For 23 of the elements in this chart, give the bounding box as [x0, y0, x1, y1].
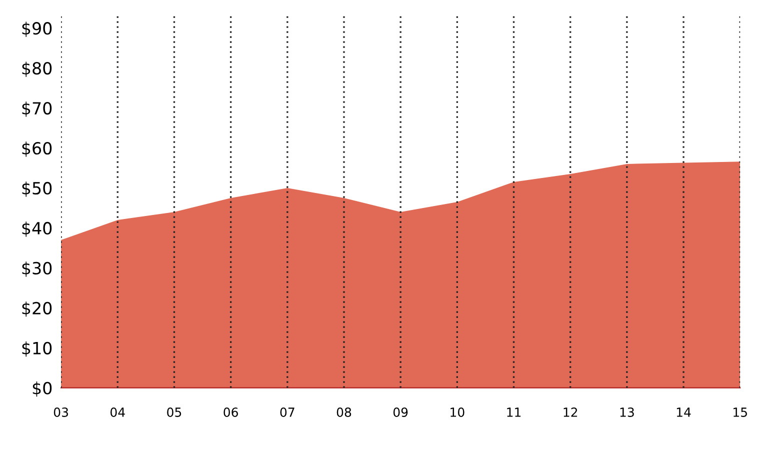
x-tick-label: 10 [450, 408, 464, 417]
x-tick-label: 04 [110, 408, 125, 417]
x-tick-label: 12 [564, 408, 578, 417]
x-tick-label: 09 [393, 408, 408, 417]
x-tick-label: 05 [167, 408, 182, 417]
y-tick-label: $40 [22, 222, 52, 237]
x-tick-label: 08 [336, 408, 352, 417]
y-tick-label: $60 [22, 142, 52, 157]
y-tick-label: $90 [22, 22, 52, 37]
y-tick-label: $20 [22, 302, 52, 317]
y-tick-label: $70 [22, 102, 52, 117]
x-tick-label: 15 [734, 408, 747, 417]
y-tick-label: $0 [32, 382, 52, 397]
y-tick-label: $50 [22, 182, 52, 197]
y-tick-label: $80 [22, 62, 52, 77]
x-tick-label: 07 [280, 408, 294, 417]
x-tick-label: 03 [54, 408, 68, 417]
y-tick-label: $30 [22, 262, 52, 277]
x-tick-label: 13 [620, 408, 634, 417]
x-tick-label: 14 [676, 408, 691, 417]
y-tick-label: $10 [22, 342, 52, 357]
x-tick-label: 06 [224, 408, 238, 417]
x-tick-label: 11 [507, 408, 521, 417]
